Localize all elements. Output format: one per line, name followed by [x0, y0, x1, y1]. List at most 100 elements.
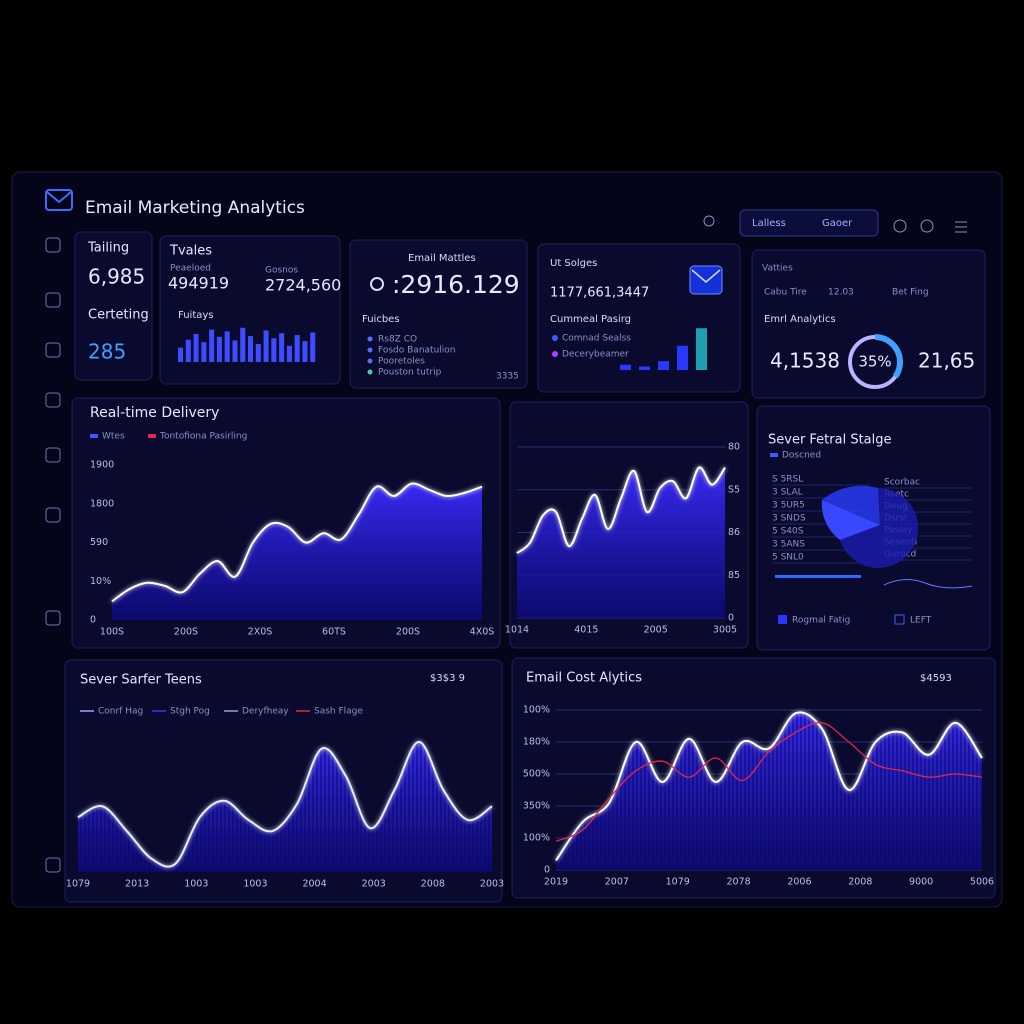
list-item: Pouston tutrip: [378, 368, 442, 378]
list-item: Rs8Z CO: [378, 335, 417, 345]
legend-item: Comnad Sealss: [562, 334, 631, 344]
card-title: Vatties: [762, 264, 793, 274]
table-cell: 3 SNDS: [772, 514, 806, 524]
x-label: 2013: [125, 879, 149, 890]
legend-swatch: [894, 614, 905, 625]
mini-bar: [224, 331, 230, 362]
x-label: 2019: [544, 877, 568, 888]
sidebar-icon[interactable]: [45, 857, 61, 873]
x-label: 4015: [574, 625, 598, 636]
mini-bar: [294, 335, 300, 362]
sidebar-icon[interactable]: [45, 342, 61, 358]
item-label: Peaeloed: [170, 264, 211, 274]
item-label: Cabu Tire: [764, 288, 807, 298]
line: [555, 711, 983, 861]
y-label: 590: [90, 537, 108, 548]
table-cell: Scorbac: [884, 478, 920, 488]
mini-bar: [271, 338, 277, 362]
pie-body: [840, 487, 919, 568]
x-label: 1003: [243, 879, 267, 890]
panel: [349, 239, 528, 389]
chart-title: Real-time Delivery: [90, 405, 219, 421]
search-icon[interactable]: [703, 215, 715, 227]
table-cell: 5 SNL0: [772, 553, 804, 563]
mini-bar: [310, 332, 316, 362]
x-label: 4X0S: [470, 627, 495, 638]
sidebar-icon[interactable]: [45, 392, 61, 408]
x-label: 200S: [174, 627, 198, 638]
x-label: 2005: [644, 625, 668, 636]
x-label: 60TS: [322, 627, 346, 638]
mini-bar: [302, 341, 308, 362]
legend-item: Rogmal Fatig: [792, 616, 850, 626]
x-label: 2008: [848, 877, 872, 888]
x-label: 200S: [396, 627, 420, 638]
card-subtitle: Emrl Analytics: [764, 314, 836, 325]
menu-icon[interactable]: [955, 221, 967, 233]
x-label: 2008: [421, 879, 445, 890]
chart-label: Fuitays: [178, 310, 214, 321]
legend-swatch: [770, 453, 778, 457]
panel: [751, 249, 986, 399]
pie-wedge: [822, 485, 880, 525]
ring-arc: [874, 334, 903, 379]
ring-label: 35%: [858, 353, 891, 371]
y-label: S5: [728, 484, 740, 495]
card-title: Certeting: [88, 308, 149, 323]
clock-icon[interactable]: [920, 219, 934, 233]
x-label: 2003: [480, 879, 504, 890]
chart-title: Sever Fetral Stalge: [768, 433, 892, 448]
sidebar-icon[interactable]: [45, 292, 61, 308]
mail-badge-flap: [691, 269, 721, 283]
progress: [775, 575, 861, 578]
mini-bar: [263, 330, 269, 362]
area: [517, 467, 725, 618]
x-label: 1003: [184, 879, 208, 890]
mail-badge: [689, 265, 723, 295]
pie-wedge: [821, 500, 880, 540]
sidebar-icon[interactable]: [45, 507, 61, 523]
area: [112, 483, 482, 620]
mini-bar: [201, 342, 207, 362]
item-value: 494919: [168, 274, 229, 293]
y-label: 100%: [523, 705, 550, 716]
y-label: 1800: [90, 498, 114, 509]
table-cell: S 5RSL: [772, 475, 803, 485]
sidebar-icon[interactable]: [45, 447, 61, 463]
item-label: Gosnos: [265, 266, 298, 276]
filter-bar[interactable]: [739, 209, 879, 237]
pin-icon: [370, 277, 384, 291]
sidebar-icon[interactable]: [45, 237, 61, 253]
mini-bar: [677, 345, 688, 370]
mini-bar: [209, 329, 215, 362]
mini-bar: [248, 336, 254, 362]
list-title: Fuicbes: [362, 314, 400, 325]
card-value: :2916.129: [392, 270, 520, 299]
card-title: Ut Solges: [550, 258, 597, 269]
table-cell: 5 S40S: [772, 527, 804, 537]
x-label: 2X0S: [248, 627, 273, 638]
list-item: Pooretoles: [378, 357, 425, 367]
mini-bar: [255, 344, 261, 362]
area-hatch: [78, 741, 492, 872]
table-cell: 3 SLAL: [772, 488, 803, 498]
card-value: 21,65: [918, 349, 975, 373]
legend-item: Conrf Hag: [98, 707, 143, 717]
item-label: Bet Fing: [892, 288, 929, 298]
legend-swatch: [148, 434, 156, 438]
x-label: 3005: [713, 625, 737, 636]
item-value: 2724,560: [265, 276, 341, 295]
mini-bar: [639, 366, 650, 370]
list-dot: [367, 369, 373, 375]
mail-icon-flap: [46, 191, 72, 204]
legend-item: LEFT: [910, 616, 932, 626]
y-label: 100%: [523, 833, 550, 844]
y-label: 86: [728, 527, 740, 538]
legend-item: Deryfheay: [242, 707, 289, 717]
card-value: 4,1538: [770, 349, 840, 373]
mini-bar: [286, 345, 292, 362]
settings-icon[interactable]: [893, 219, 907, 233]
x-label: 2006: [787, 877, 811, 888]
y-label: 80: [728, 442, 740, 453]
sidebar-icon[interactable]: [45, 610, 61, 626]
